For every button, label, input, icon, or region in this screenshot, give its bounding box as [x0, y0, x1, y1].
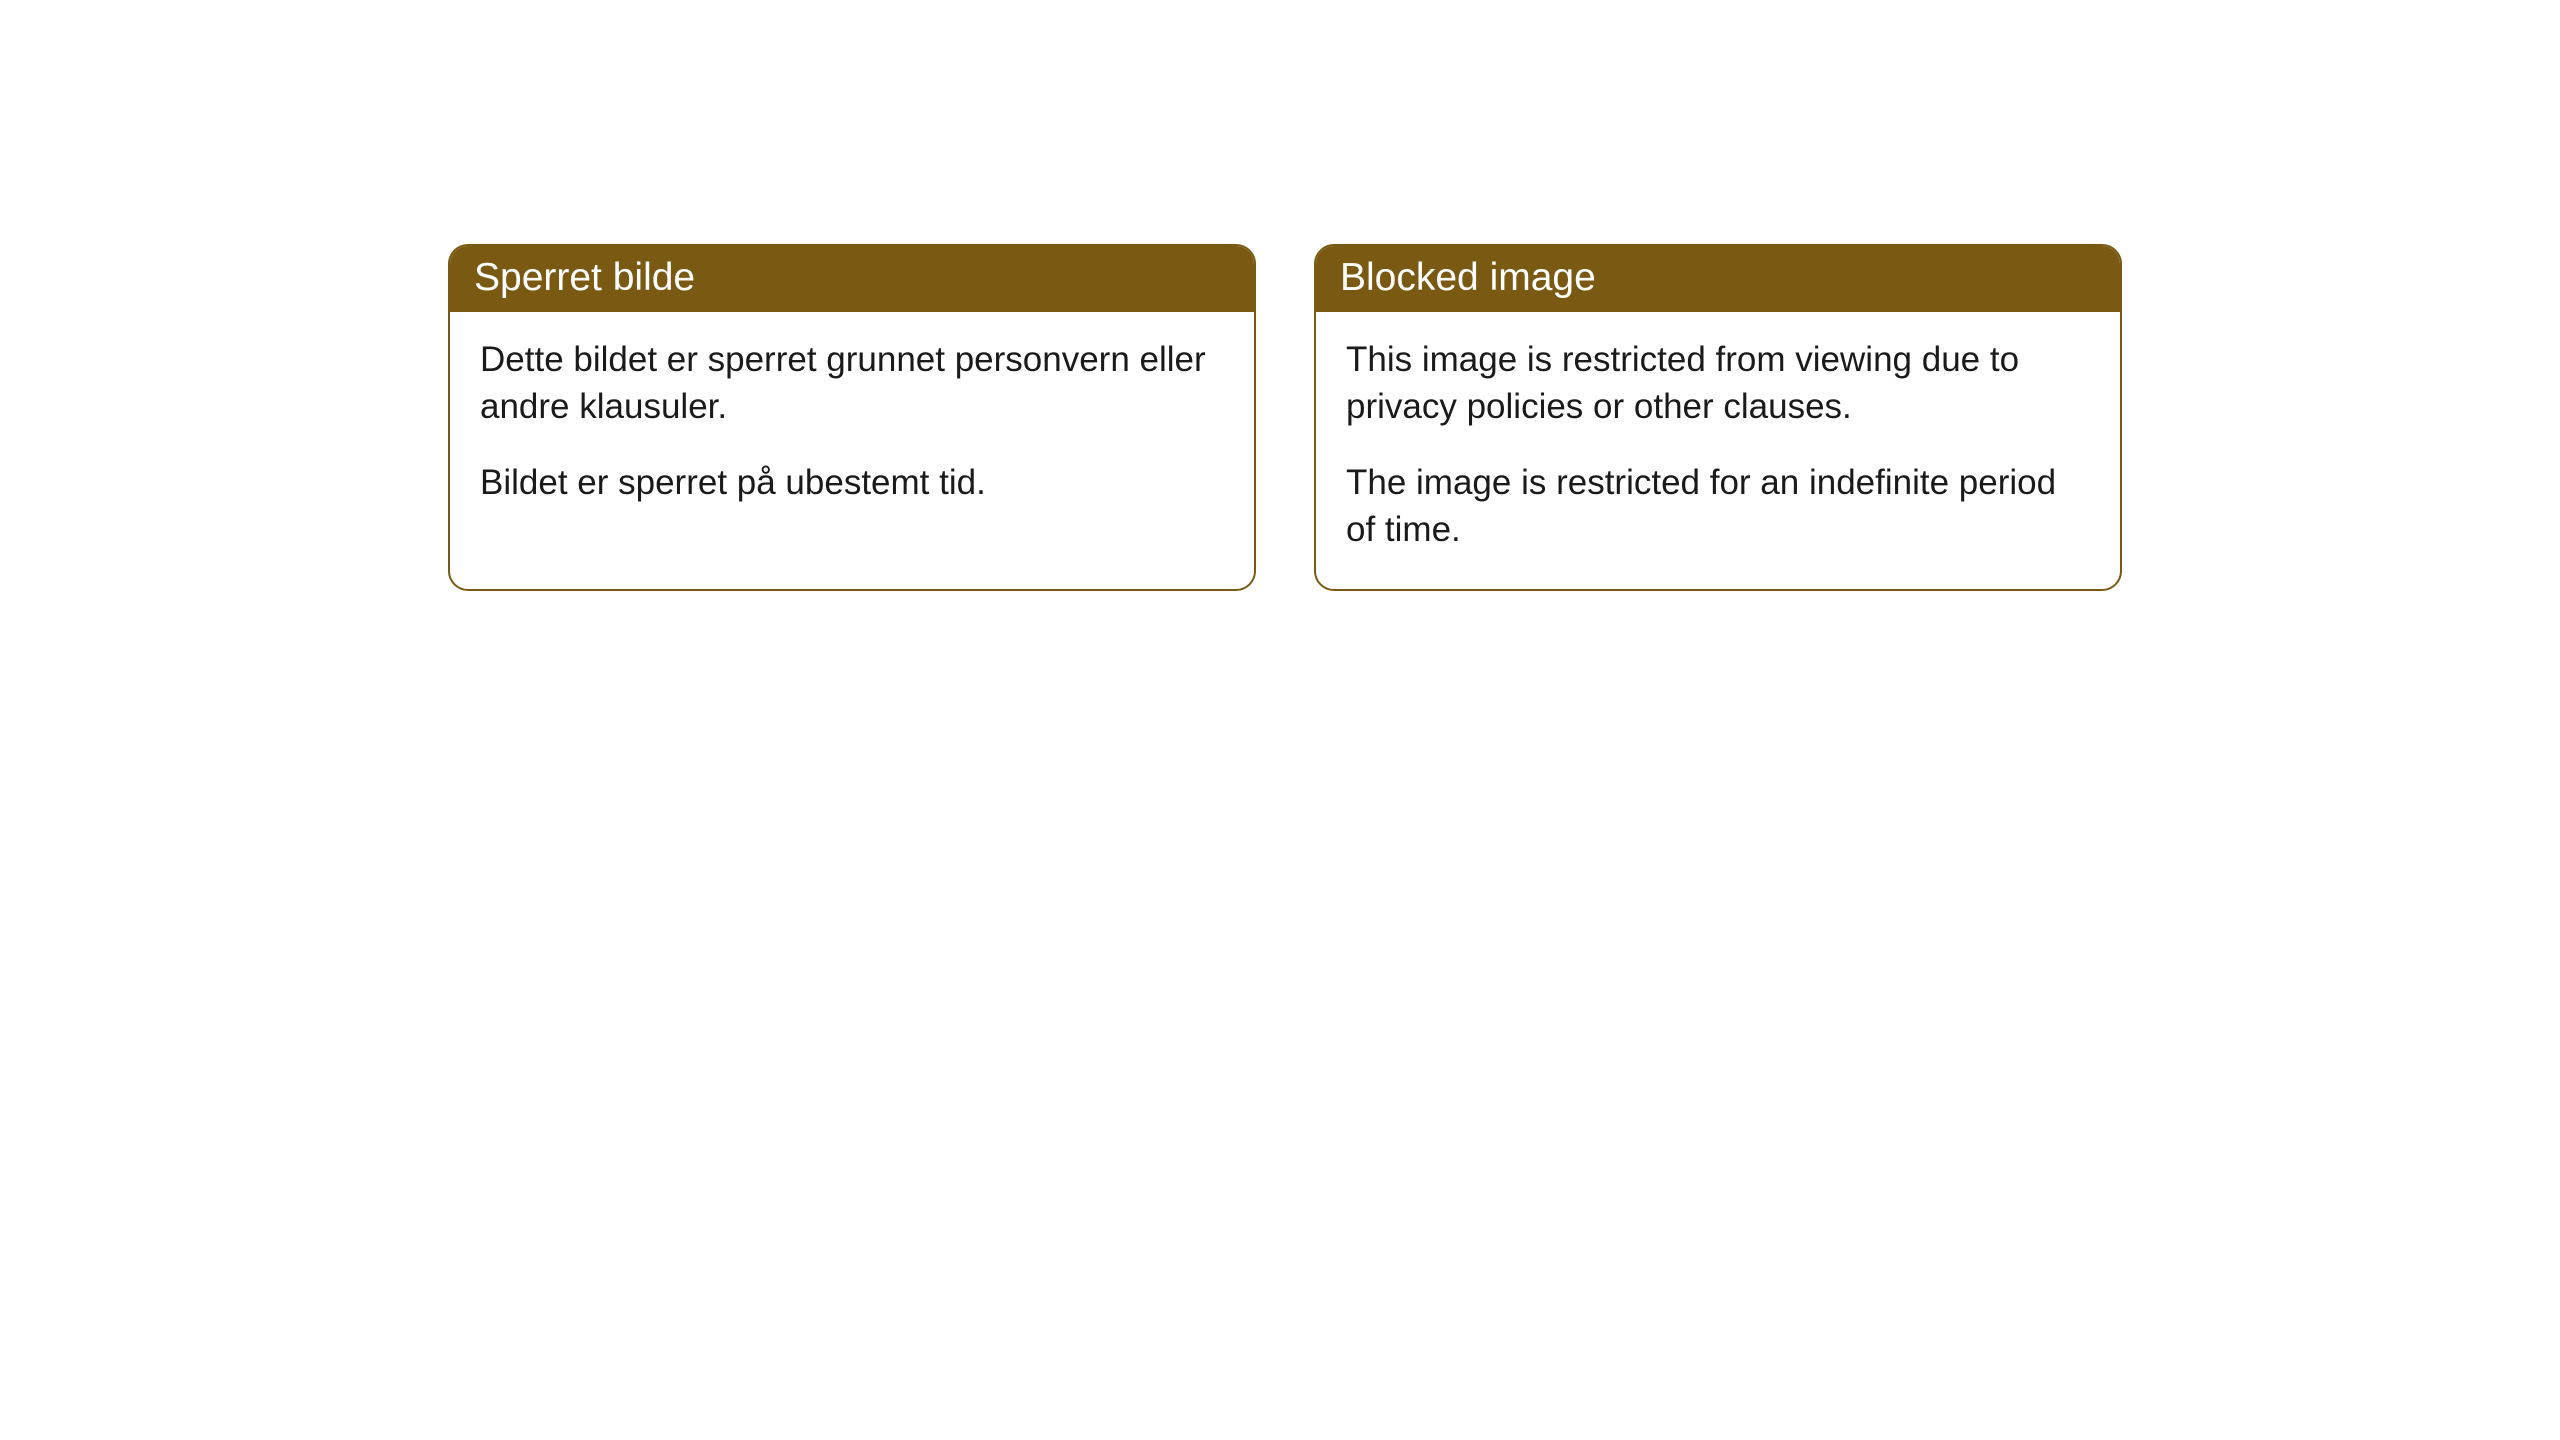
- card-header-english: Blocked image: [1316, 246, 2120, 312]
- card-body-norwegian: Dette bildet er sperret grunnet personve…: [450, 312, 1254, 542]
- card-english: Blocked image This image is restricted f…: [1314, 244, 2122, 591]
- card-para1-norwegian: Dette bildet er sperret grunnet personve…: [480, 336, 1224, 431]
- card-para1-english: This image is restricted from viewing du…: [1346, 336, 2090, 431]
- card-body-english: This image is restricted from viewing du…: [1316, 312, 2120, 589]
- card-para2-norwegian: Bildet er sperret på ubestemt tid.: [480, 459, 1224, 506]
- card-norwegian: Sperret bilde Dette bildet er sperret gr…: [448, 244, 1256, 591]
- card-para2-english: The image is restricted for an indefinit…: [1346, 459, 2090, 554]
- card-header-norwegian: Sperret bilde: [450, 246, 1254, 312]
- cards-container: Sperret bilde Dette bildet er sperret gr…: [448, 244, 2122, 591]
